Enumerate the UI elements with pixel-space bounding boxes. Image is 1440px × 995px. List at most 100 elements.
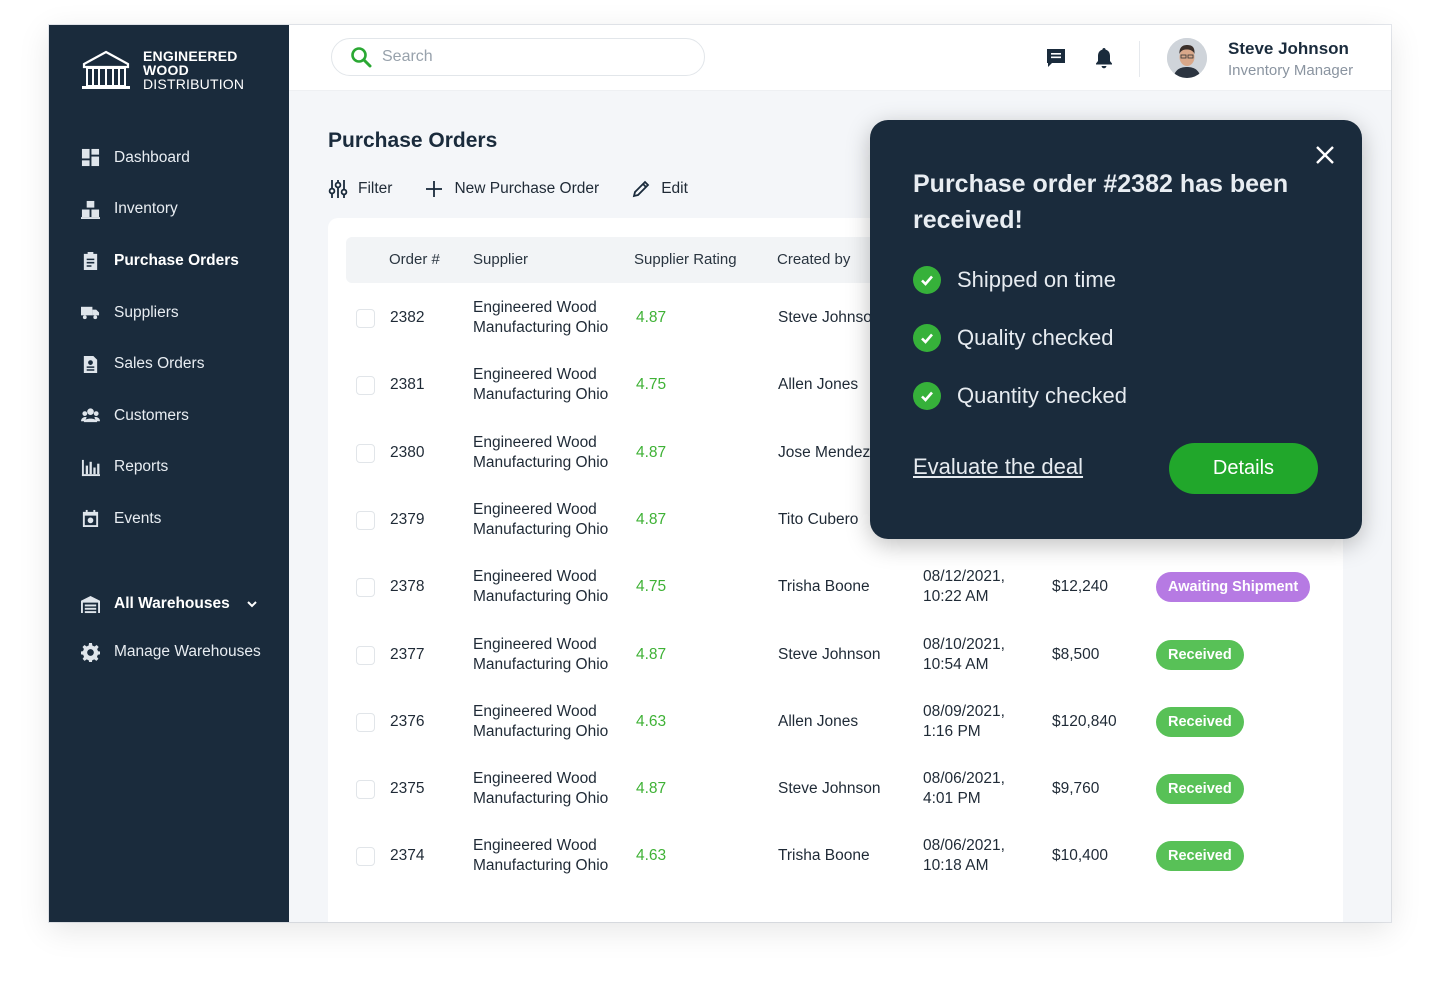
- sidebar-nav: Dashboard Inventory Purchase Orders Supp…: [49, 132, 289, 545]
- column-header-supplier[interactable]: Supplier: [473, 251, 529, 268]
- sidebar-item-customers[interactable]: Customers: [49, 390, 289, 442]
- column-header-created-by[interactable]: Created by: [777, 251, 851, 268]
- status-badge: Received: [1156, 706, 1244, 737]
- search-input[interactable]: [382, 48, 682, 66]
- sidebar-item-suppliers[interactable]: Suppliers: [49, 287, 289, 339]
- table-row[interactable]: 2374 Engineered Wood Manufacturing Ohio 4.6…: [328, 823, 1343, 890]
- table-row[interactable]: 2382 Engineered Wood Manufacturing Ohio 4.8…: [328, 285, 1343, 352]
- created-date: 08/09/2021, 1:16 PM: [923, 702, 1005, 742]
- column-header-supplier-rating[interactable]: Supplier Rating: [634, 251, 737, 268]
- search-icon: [351, 47, 372, 68]
- new-purchase-order-label: New Purchase Order: [454, 180, 600, 197]
- supplier-name: Engineered Wood Manufacturing Ohio: [473, 769, 608, 809]
- created-date: 08/12/2021, 10:22 AM: [923, 567, 1005, 607]
- new-purchase-order-button[interactable]: New Purchase Order: [424, 179, 599, 199]
- status-badge: Received: [1156, 774, 1244, 805]
- row-checkbox[interactable]: [356, 578, 375, 598]
- order-number: 2382: [390, 309, 425, 326]
- sidebar: ENGINEERED WOOD DISTRIBUTION Dashboard I…: [49, 25, 289, 922]
- edit-button[interactable]: Edit: [631, 179, 688, 199]
- users-icon: [81, 406, 100, 425]
- status-badge: Awaiting Shipment: [1156, 572, 1311, 603]
- table-row[interactable]: 2375 Engineered Wood Manufacturing Ohio 4.8…: [328, 756, 1343, 823]
- evaluate-deal-link[interactable]: Evaluate the deal: [913, 454, 1084, 479]
- check-item-shipped: Shipped on time: [913, 266, 1116, 294]
- row-checkbox[interactable]: [356, 510, 375, 530]
- check-circle-icon: [913, 324, 941, 352]
- notifications-bell-icon[interactable]: [1093, 47, 1115, 69]
- supplier-name: Engineered Wood Manufacturing Ohio: [473, 567, 608, 607]
- table-row[interactable]: 2379 Engineered Wood Manufacturing Ohio 4.8…: [328, 487, 1343, 554]
- search-bar[interactable]: [331, 38, 705, 76]
- supplier-rating: 4.63: [636, 847, 667, 865]
- row-checkbox[interactable]: [356, 712, 375, 732]
- sidebar-item-reports[interactable]: Reports: [49, 442, 289, 494]
- sidebar-item-events[interactable]: Events: [49, 493, 289, 545]
- order-received-popup: Purchase order #2382 has been received! …: [870, 120, 1362, 539]
- row-checkbox[interactable]: [356, 847, 375, 867]
- brand-line2: WOOD: [143, 62, 189, 78]
- purchase-orders-table: Order # Supplier Supplier Rating Created…: [328, 218, 1343, 922]
- column-header-order[interactable]: Order #: [389, 251, 440, 268]
- sidebar-item-sales-orders[interactable]: Sales Orders: [49, 338, 289, 390]
- created-by: Steve Johnson: [778, 780, 881, 798]
- supplier-line1: Engineered Wood: [473, 837, 597, 855]
- row-checkbox[interactable]: [356, 309, 375, 328]
- close-icon[interactable]: [1314, 144, 1336, 166]
- details-button[interactable]: Details: [1169, 443, 1318, 494]
- sidebar-item-dashboard[interactable]: Dashboard: [49, 132, 289, 184]
- all-warehouses-label: All Warehouses: [114, 595, 230, 612]
- table-row[interactable]: 2378 Engineered Wood Manufacturing Ohio 4.7…: [328, 554, 1343, 621]
- order-number: 2381: [390, 376, 425, 394]
- all-warehouses-dropdown[interactable]: All Warehouses: [49, 580, 289, 628]
- supplier-rating: 4.87: [636, 780, 667, 798]
- table-row[interactable]: 2381 Engineered Wood Manufacturing Ohio 4.7…: [328, 352, 1343, 419]
- brand-logo[interactable]: ENGINEERED WOOD DISTRIBUTION: [81, 49, 244, 91]
- supplier-name: Engineered Wood Manufacturing Ohio: [473, 836, 608, 876]
- chevron-down-icon: [247, 601, 257, 608]
- supplier-line2: Manufacturing Ohio: [473, 453, 609, 471]
- sidebar-item-purchase-orders[interactable]: Purchase Orders: [49, 235, 289, 287]
- time-line: 4:01 PM: [923, 790, 981, 808]
- created-by: Trisha Boone: [778, 578, 870, 596]
- inventory-icon: [81, 200, 100, 219]
- user-avatar[interactable]: [1167, 38, 1207, 78]
- supplier-name: Engineered Wood Manufacturing Ohio: [473, 433, 608, 473]
- row-checkbox[interactable]: [356, 376, 375, 396]
- table-row[interactable]: 2377 Engineered Wood Manufacturing Ohio 4.8…: [328, 622, 1343, 689]
- sidebar-item-manage-warehouses[interactable]: Manage Warehouses: [49, 628, 289, 676]
- supplier-rating: 4.63: [636, 712, 667, 730]
- order-amount: $10,400: [1052, 847, 1109, 865]
- brand-name: ENGINEERED WOOD DISTRIBUTION: [143, 49, 244, 91]
- sidebar-item-label: Purchase Orders: [114, 251, 239, 269]
- table-row[interactable]: 2376 Engineered Wood Manufacturing Ohio 4.6…: [328, 689, 1343, 756]
- page-title: Purchase Orders: [328, 129, 498, 152]
- messages-icon[interactable]: [1045, 47, 1067, 69]
- time-line: 10:54 AM: [923, 655, 989, 673]
- user-role: Inventory Manager: [1228, 62, 1354, 79]
- filter-button[interactable]: Filter: [328, 179, 392, 199]
- row-checkbox[interactable]: [356, 780, 375, 800]
- table-row[interactable]: 2380 Engineered Wood Manufacturing Ohio 4.8…: [328, 420, 1343, 487]
- status-badge: Received: [1156, 639, 1244, 670]
- order-number: 2380: [390, 443, 425, 461]
- app-window: ENGINEERED WOOD DISTRIBUTION Dashboard I…: [49, 25, 1391, 922]
- created-date: 08/06/2021, 10:18 AM: [923, 836, 1005, 876]
- order-amount: $8,500: [1052, 645, 1100, 663]
- pencil-icon: [632, 180, 650, 198]
- created-by: Tito Cubero: [778, 510, 859, 528]
- top-header: Steve Johnson Inventory Manager: [289, 25, 1391, 91]
- warehouse-section: All Warehouses Manage Warehouses: [49, 580, 289, 676]
- dashboard-icon: [81, 148, 100, 167]
- supplier-line2: Manufacturing Ohio: [473, 722, 609, 740]
- order-number: 2379: [390, 510, 425, 528]
- warehouse-logo-icon: [82, 50, 130, 89]
- sidebar-item-inventory[interactable]: Inventory: [49, 184, 289, 236]
- order-amount: $120,840: [1052, 712, 1117, 730]
- supplier-line2: Manufacturing Ohio: [473, 655, 609, 673]
- time-line: 1:16 PM: [923, 722, 981, 740]
- check-item-quality: Quality checked: [913, 324, 1114, 352]
- sidebar-item-label: Suppliers: [114, 303, 179, 321]
- row-checkbox[interactable]: [356, 443, 375, 463]
- row-checkbox[interactable]: [356, 645, 375, 665]
